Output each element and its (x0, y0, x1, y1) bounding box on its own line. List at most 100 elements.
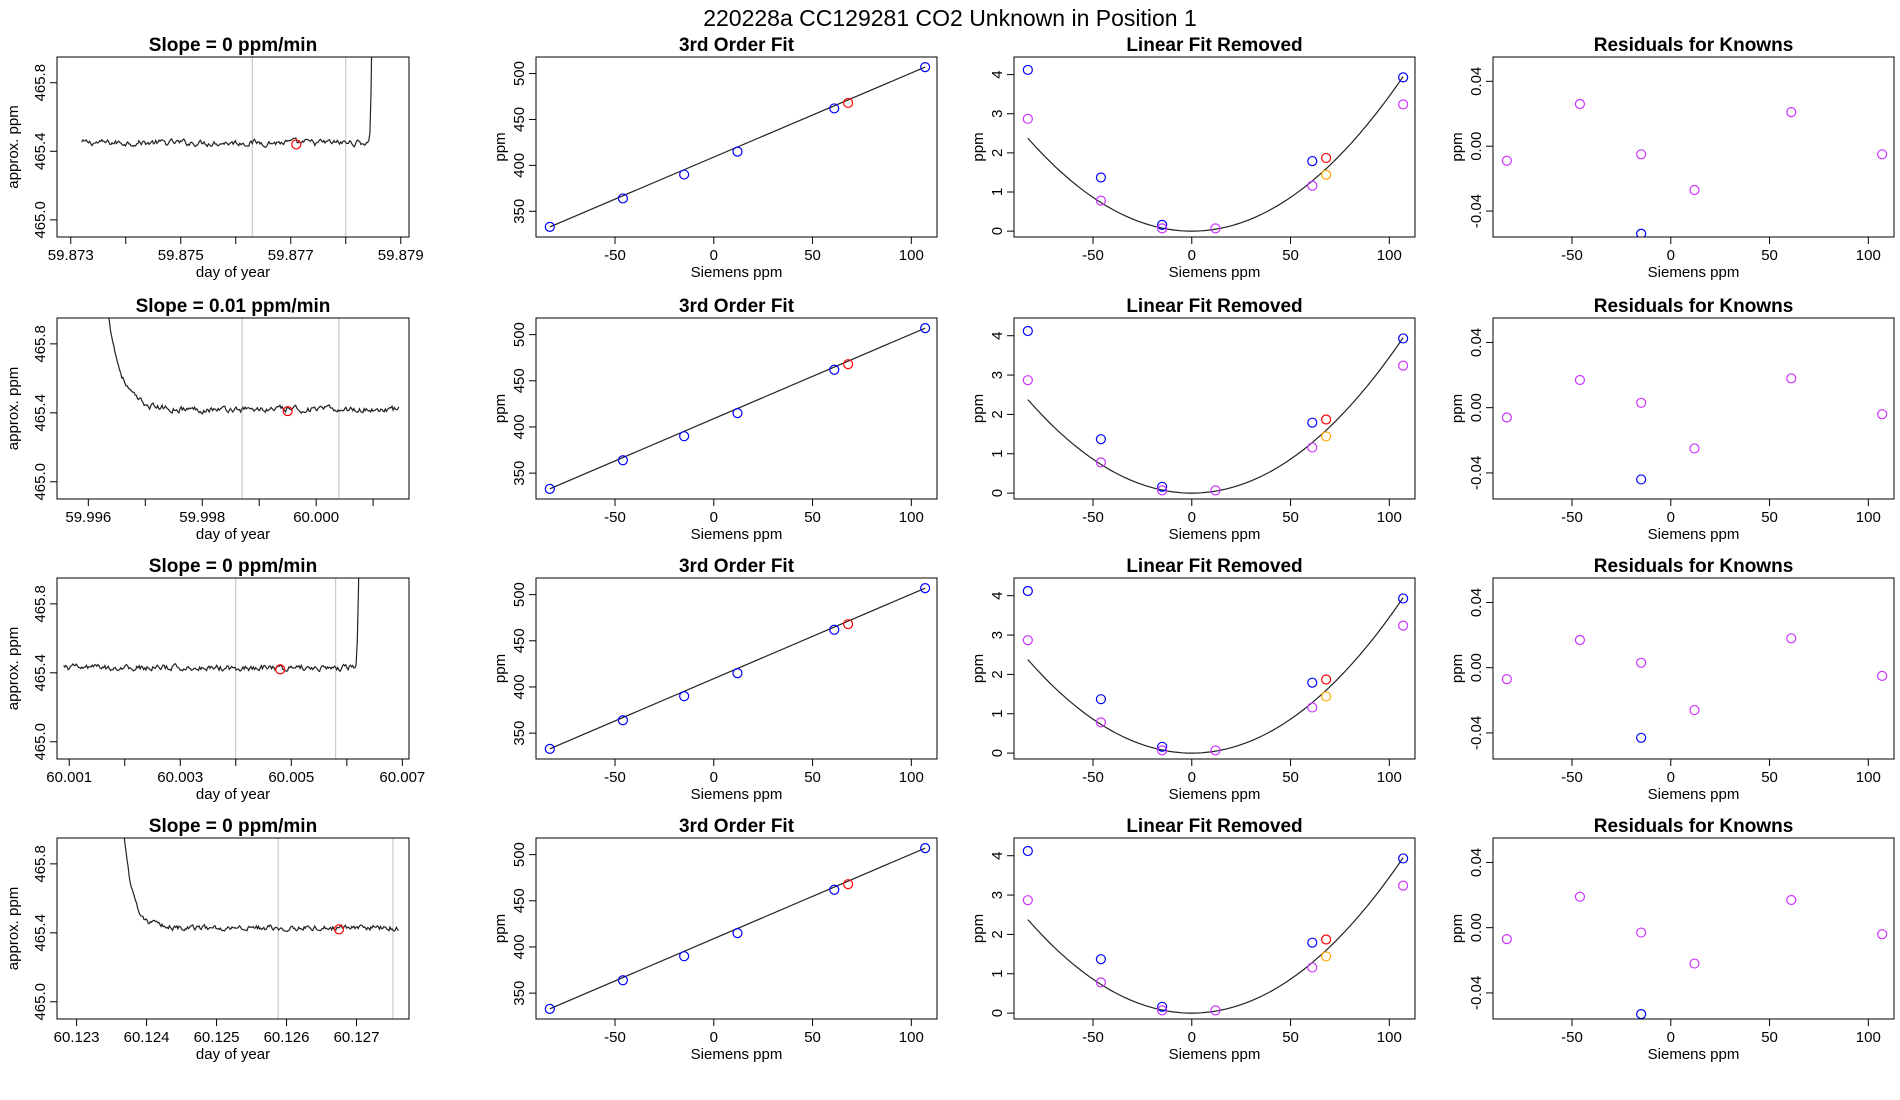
panel-residuals-2: Residuals for Knowns -50 0 50 100 Siemens ppm… (1449, 296, 1895, 543)
point-offset (1636, 927, 1647, 938)
y-tick-label: 1 (989, 450, 1006, 458)
x-tick-label: 50 (1761, 247, 1778, 264)
x-tick-label: 50 (1282, 247, 1299, 264)
panel-title: Linear Fit Removed (1126, 816, 1302, 837)
point-known (920, 583, 931, 594)
point-offset (1877, 409, 1888, 420)
point-known (544, 221, 555, 232)
x-tick-label: 59.996 (65, 509, 111, 526)
point-known (1022, 585, 1033, 597)
x-tick-label: 100 (899, 247, 924, 264)
x-tick-label: 50 (804, 1029, 821, 1046)
panel-title: Slope = 0 ppm/min (149, 816, 317, 837)
panel-title: Residuals for Knowns (1594, 816, 1794, 837)
panel-title: Residuals for Knowns (1594, 556, 1794, 577)
unknown-marker (291, 139, 302, 150)
y-tick-label: 400 (511, 934, 528, 959)
point-unknown (843, 97, 854, 109)
panel-title: Slope = 0 ppm/min (149, 35, 317, 56)
x-tick-label: -50 (604, 1029, 626, 1046)
point-check (1321, 691, 1332, 702)
point-offset (1689, 443, 1700, 454)
plot-area (1501, 891, 1888, 1019)
point-known (920, 323, 931, 334)
plot-box (56, 56, 410, 238)
x-tick-label: 100 (1856, 509, 1881, 526)
x-tick-label: 60.125 (194, 1029, 240, 1046)
point-offset (1095, 195, 1107, 206)
y-tick-label: 0 (989, 749, 1006, 757)
point-offset (1636, 149, 1647, 160)
plot-area (544, 62, 931, 232)
y-tick-label: 4 (989, 852, 1006, 860)
point-known (617, 715, 629, 726)
point-known (1307, 937, 1318, 948)
y-tick-label: 465.0 (32, 201, 49, 239)
point-check (1321, 169, 1332, 180)
plot-area (1022, 585, 1409, 756)
y-axis-label: ppm (1449, 914, 1466, 943)
x-tick-label: 100 (1856, 247, 1881, 264)
point-known (1095, 434, 1107, 445)
y-tick-label: 465.8 (32, 585, 49, 623)
y-tick-label: 500 (511, 61, 528, 86)
y-tick-label: 465.8 (32, 325, 49, 363)
plot-area (81, 57, 373, 237)
x-axis-label: day of year (196, 786, 270, 803)
point-known (1636, 1009, 1647, 1019)
y-tick-label: 0 (989, 227, 1006, 235)
x-tick-label: 100 (1856, 769, 1881, 786)
point-offset (1157, 1005, 1168, 1016)
x-tick-label: 60.001 (46, 769, 92, 786)
panel-slope-3: Slope = 0 ppm/min 60.001 60.003 60.005 60.00… (5, 556, 425, 803)
point-known (1157, 1001, 1168, 1012)
point-offset (1157, 223, 1168, 234)
x-tick-label: 0 (710, 509, 718, 526)
y-tick-label: 450 (511, 888, 528, 913)
x-tick-label: -50 (1082, 509, 1104, 526)
point-offset (1398, 620, 1409, 631)
y-tick-label: 465.4 (32, 654, 49, 692)
figure-title: 220228a CC129281 CO2 Unknown in Position… (703, 5, 1197, 31)
point-known (1095, 694, 1107, 705)
fit-curve (1027, 857, 1404, 1014)
point-offset (1398, 360, 1409, 371)
x-tick-label: 60.007 (379, 769, 425, 786)
x-tick-label: -50 (604, 247, 626, 264)
point-offset (1095, 457, 1107, 468)
plot-box (56, 317, 410, 500)
x-tick-label: 59.998 (179, 509, 225, 526)
plot-box (56, 577, 410, 760)
point-known (829, 624, 840, 635)
y-tick-label: -0.04 (1468, 456, 1485, 490)
point-known (1398, 853, 1409, 864)
plot-box (535, 317, 938, 500)
x-tick-label: -50 (604, 769, 626, 786)
panel-title: 3rd Order Fit (679, 296, 795, 317)
y-tick-label: 450 (511, 368, 528, 393)
y-axis-label: ppm (492, 654, 509, 683)
y-tick-label: 0.04 (1468, 588, 1485, 617)
plot-box (1013, 577, 1416, 760)
y-tick-label: 4 (989, 592, 1006, 600)
x-tick-label: 100 (899, 769, 924, 786)
x-axis-label: Siemens ppm (691, 786, 783, 803)
data-trace (123, 838, 399, 933)
point-offset (1210, 485, 1221, 496)
point-offset (1877, 670, 1888, 681)
point-offset (1786, 107, 1797, 118)
plot-area (1501, 373, 1888, 485)
point-known (1307, 417, 1318, 428)
panel-residuals-3: Residuals for Knowns -50 0 50 100 Siemens ppm… (1449, 556, 1895, 803)
x-axis-label: Siemens ppm (1648, 526, 1740, 543)
point-offset (1022, 895, 1033, 906)
point-offset (1636, 397, 1647, 408)
point-known (1022, 845, 1033, 857)
x-tick-label: 0 (1188, 769, 1196, 786)
y-tick-label: 0.00 (1468, 132, 1485, 161)
point-offset (1307, 180, 1318, 191)
x-tick-label: 60.127 (334, 1029, 380, 1046)
x-tick-label: 0 (1188, 509, 1196, 526)
